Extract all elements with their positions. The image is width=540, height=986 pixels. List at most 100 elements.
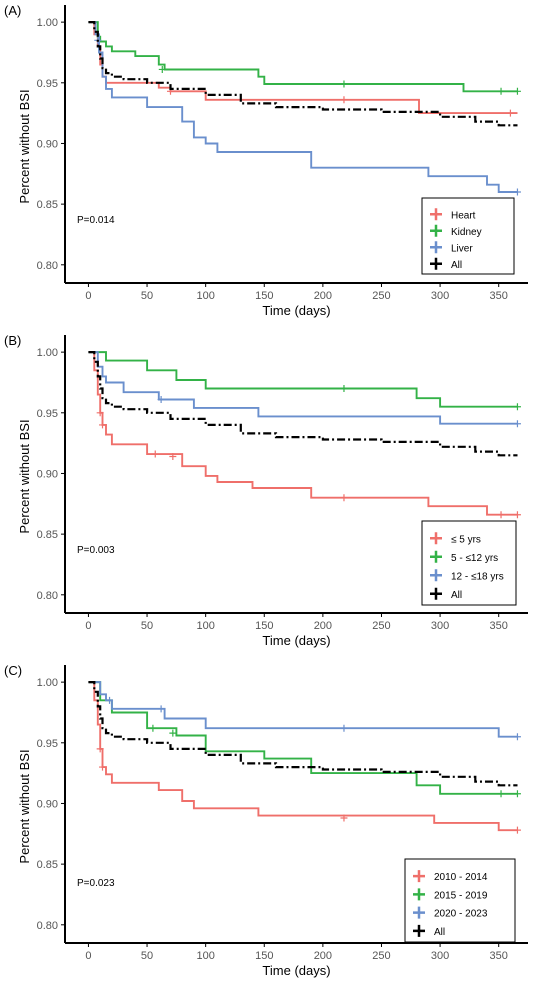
y-tick-label: 0.85: [37, 529, 58, 541]
legend-box: [421, 197, 515, 275]
legend-label: 12 - ≤18 yrs: [451, 571, 504, 582]
x-tick-label: 150: [255, 950, 273, 962]
legend-label: All: [451, 590, 462, 601]
y-tick-label: 0.85: [37, 199, 58, 211]
y-axis-title: Percent without BSI: [17, 419, 32, 533]
x-tick-label: 250: [372, 620, 390, 632]
x-tick-label: 300: [431, 950, 449, 962]
censor-mark: [513, 188, 521, 196]
legend: 2010 - 2014 2015 - 2019 2020 - 2023 All: [404, 858, 516, 943]
censor-mark: [96, 409, 104, 417]
x-axis-title: Time (days): [262, 303, 330, 318]
km-curve: [88, 351, 518, 516]
y-tick-label: 1.00: [37, 347, 58, 359]
x-tick-label: 100: [196, 950, 214, 962]
x-tick-label: 100: [196, 620, 214, 632]
km-curve: [88, 21, 518, 193]
censor-mark: [340, 80, 348, 88]
legend-label: Liver: [451, 243, 473, 254]
y-tick-label: 1.00: [37, 677, 58, 689]
y-tick-label: 0.90: [37, 798, 58, 810]
p-value-annotation: P=0.023: [77, 878, 115, 889]
y-tick-label: 0.80: [37, 920, 58, 932]
y-axis-title: Percent without BSI: [17, 89, 32, 203]
legend-label: Kidney: [451, 227, 482, 238]
x-tick-label: 50: [141, 620, 153, 632]
legend-key: [430, 224, 442, 237]
km-panel: (B) 0.80 0.85 0.90 0.95 1.00 0 50 100 150 200 250 30…: [4, 333, 528, 648]
legend-key: [413, 888, 425, 901]
x-tick-label: 200: [314, 620, 332, 632]
km-panel: (A) 0.80 0.85 0.90 0.95 1.00 0 50 100 150 200 250 30…: [4, 3, 528, 318]
x-tick-label: 350: [490, 950, 508, 962]
x-tick-label: 50: [141, 950, 153, 962]
x-tick-label: 350: [490, 290, 508, 302]
x-tick-label: 150: [255, 290, 273, 302]
x-tick-label: 350: [490, 620, 508, 632]
legend: Heart Kidney Liver All: [421, 197, 515, 275]
x-tick-label: 50: [141, 290, 153, 302]
censor-mark: [506, 109, 514, 117]
y-tick-label: 1.00: [37, 17, 58, 29]
x-tick-label: 250: [372, 950, 390, 962]
censor-mark: [149, 724, 157, 732]
y-tick-label: 0.85: [37, 859, 58, 871]
p-value-annotation: P=0.014: [77, 215, 115, 226]
censor-mark: [169, 729, 177, 737]
censor-mark: [513, 420, 521, 428]
censor-mark: [99, 421, 107, 429]
censor-mark: [513, 511, 521, 519]
x-axis-title: Time (days): [262, 633, 330, 648]
censor-mark: [169, 452, 177, 460]
censor-mark: [340, 96, 348, 104]
legend-key: [430, 532, 442, 545]
legend-label: All: [434, 927, 445, 938]
x-tick-label: 150: [255, 620, 273, 632]
km-curve: [88, 681, 518, 832]
censor-mark: [513, 826, 521, 834]
censor-mark: [513, 733, 521, 741]
legend-key: [413, 924, 425, 937]
x-tick-label: 300: [431, 620, 449, 632]
censor-mark: [497, 87, 505, 95]
legend-label: 2020 - 2023: [434, 909, 488, 920]
p-value-annotation: P=0.003: [77, 545, 115, 556]
legend-key: [430, 241, 442, 254]
x-tick-label: 100: [196, 290, 214, 302]
legend-label: 5 - ≤12 yrs: [451, 553, 498, 564]
km-curve: [88, 21, 518, 93]
panel-label: (B): [4, 333, 21, 348]
y-tick-label: 0.80: [37, 590, 58, 602]
km-curve: [88, 681, 518, 787]
censor-mark: [158, 65, 166, 73]
x-tick-label: 0: [85, 950, 91, 962]
km-curve: [88, 681, 518, 738]
km-curve: [88, 21, 518, 115]
x-tick-label: 0: [85, 290, 91, 302]
legend-label: ≤ 5 yrs: [451, 534, 481, 545]
km-curve: [88, 351, 518, 457]
legend-key: [430, 587, 442, 600]
censor-mark: [497, 511, 505, 519]
km-curve: [88, 351, 518, 425]
y-axis-title: Percent without BSI: [17, 749, 32, 863]
censor-mark: [340, 814, 348, 822]
censor-mark: [157, 705, 165, 713]
y-tick-label: 0.95: [37, 408, 58, 420]
legend-label: 2010 - 2014: [434, 872, 488, 883]
legend-key: [430, 208, 442, 221]
x-tick-label: 300: [431, 290, 449, 302]
censor-mark: [340, 724, 348, 732]
legend: ≤ 5 yrs 5 - ≤12 yrs 12 - ≤18 yrs All: [421, 520, 517, 606]
y-tick-label: 0.95: [37, 738, 58, 750]
y-tick-label: 0.90: [37, 138, 58, 150]
censor-mark: [151, 450, 159, 458]
panel-label: (A): [4, 3, 21, 18]
censor-mark: [497, 790, 505, 798]
censor-mark: [157, 395, 165, 403]
censor-mark: [513, 790, 521, 798]
y-tick-label: 0.80: [37, 260, 58, 272]
censor-mark: [513, 403, 521, 411]
legend-key: [430, 550, 442, 563]
